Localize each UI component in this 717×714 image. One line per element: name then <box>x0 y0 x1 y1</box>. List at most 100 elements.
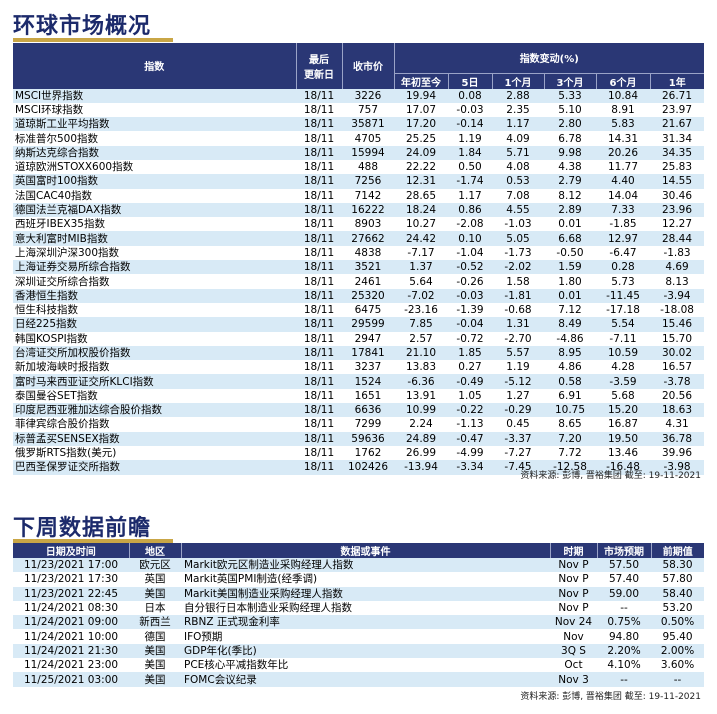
market-table-row: 英国富时100指数 18/11 7256 12.31 -1.74 0.53 2.79 4.40… <box>13 174 705 189</box>
value-cell: -0.03 <box>448 288 492 303</box>
value-cell: 18/11 <box>296 274 342 289</box>
value-cell: 7.08 <box>492 188 544 203</box>
forecast-cell: 2.20% <box>597 643 651 659</box>
value-cell: -11.45 <box>596 288 650 303</box>
previous-cell: 53.20 <box>651 600 704 616</box>
value-cell: 488 <box>342 159 394 175</box>
value-cell: 757 <box>342 102 394 118</box>
week-ahead-title: 下周数据前瞻 <box>13 516 152 541</box>
value-cell: 0.27 <box>448 360 492 375</box>
datetime-cell: 11/23/2021 22:45 <box>13 586 129 601</box>
value-cell: 18/11 <box>296 288 342 303</box>
value-cell: 1.05 <box>448 388 492 404</box>
value-cell: 5.68 <box>596 388 650 404</box>
value-cell: 7256 <box>342 174 394 189</box>
value-cell: 18/11 <box>296 159 342 175</box>
value-cell: 15.46 <box>650 317 705 332</box>
value-cell: 17841 <box>342 345 394 361</box>
market-table-row: 富时马来西亚证交所KLCI指数 18/11 1524 -6.36 -0.49 -5.12 0… <box>13 374 705 389</box>
index-name-cell: 标普孟买SENSEX指数 <box>13 431 296 446</box>
value-cell: 13.46 <box>596 445 650 461</box>
value-cell: 16.87 <box>596 417 650 432</box>
index-name-cell: 上海证券交易所综合指数 <box>13 260 296 275</box>
forecast-cell: -- <box>597 600 651 616</box>
value-cell: 2.89 <box>544 202 596 218</box>
header-6m: 6个月 <box>596 73 651 89</box>
value-cell: -23.16 <box>394 302 448 318</box>
index-name-cell: 道琼斯工业平均指数 <box>13 117 296 132</box>
market-table-row: 恒生科技指数 18/11 6475 -23.16 -1.39 -0.68 7.12 -17.1… <box>13 302 705 318</box>
datetime-cell: 11/24/2021 10:00 <box>13 629 129 644</box>
value-cell: 1.17 <box>492 117 544 132</box>
index-name-cell: 西班牙IBEX35指数 <box>13 217 296 232</box>
value-cell: -7.11 <box>596 331 650 346</box>
datetime-cell: 11/24/2021 21:30 <box>13 643 129 659</box>
forecast-cell: 0.75% <box>597 615 651 630</box>
value-cell: 7.33 <box>596 202 650 218</box>
value-cell: 0.08 <box>448 88 492 103</box>
value-cell: 0.50 <box>448 159 492 175</box>
value-cell: 18/11 <box>296 88 342 103</box>
forecast-cell: 4.10% <box>597 658 651 673</box>
value-cell: 4.38 <box>544 159 596 175</box>
index-name-cell: MSCI环球指数 <box>13 102 296 118</box>
value-cell: 1524 <box>342 374 394 389</box>
value-cell: 5.57 <box>492 345 544 361</box>
index-name-cell: 深圳证交所综合指数 <box>13 274 296 289</box>
value-cell: 0.01 <box>544 217 596 232</box>
value-cell: 18/11 <box>296 431 342 446</box>
value-cell: 12.31 <box>394 174 448 189</box>
index-name-cell: 恒生科技指数 <box>13 302 296 318</box>
market-table-row: 香港恒生指数 18/11 25320 -7.02 -0.03 -1.81 0.01 -11.4… <box>13 288 705 303</box>
value-cell: 18/11 <box>296 117 342 132</box>
header-1m: 1个月 <box>492 73 545 89</box>
value-cell: -4.99 <box>448 445 492 461</box>
period-cell: Nov P <box>550 572 597 587</box>
index-name-cell: 俄罗斯RTS指数(美元) <box>13 445 296 461</box>
market-overview-title: 环球市场概况 <box>13 14 152 39</box>
value-cell: 9.98 <box>544 145 596 160</box>
value-cell: 26.99 <box>394 445 448 461</box>
value-cell: 14.04 <box>596 188 650 203</box>
value-cell: 18/11 <box>296 102 342 118</box>
header-previous: 前期值 <box>651 543 704 558</box>
region-cell: 日本 <box>129 600 181 616</box>
event-cell: PCE核心平减指数年比 <box>181 658 550 673</box>
value-cell: -6.36 <box>394 374 448 389</box>
forecast-cell: 57.40 <box>597 572 651 587</box>
value-cell: 14.31 <box>596 131 650 146</box>
value-cell: 2461 <box>342 274 394 289</box>
value-cell: 1.85 <box>448 345 492 361</box>
value-cell: -1.03 <box>492 217 544 232</box>
forecast-cell: 59.00 <box>597 586 651 601</box>
value-cell: 21.67 <box>650 117 705 132</box>
market-table-row: 俄罗斯RTS指数(美元) 18/11 1762 26.99 -4.99 -7.27 7.72… <box>13 445 705 461</box>
value-cell: 1651 <box>342 388 394 404</box>
period-cell: Nov P <box>550 558 597 573</box>
value-cell: 7142 <box>342 188 394 203</box>
value-cell: -1.39 <box>448 302 492 318</box>
value-cell: 28.44 <box>650 231 705 246</box>
value-cell: -12.58 <box>544 460 596 475</box>
period-cell: Nov P <box>550 600 597 616</box>
value-cell: 0.53 <box>492 174 544 189</box>
market-table-row: 印度尼西亚雅加达综合股价指数 18/11 6636 10.99 -0.22 -0.29 10… <box>13 403 705 418</box>
value-cell: 0.10 <box>448 231 492 246</box>
value-cell: 18/11 <box>296 188 342 203</box>
previous-cell: 0.50% <box>651 615 704 630</box>
value-cell: 16222 <box>342 202 394 218</box>
value-cell: 6.68 <box>544 231 596 246</box>
region-cell: 美国 <box>129 672 181 687</box>
value-cell: 1.17 <box>448 188 492 203</box>
value-cell: 30.02 <box>650 345 705 361</box>
forecast-cell: -- <box>597 672 651 687</box>
value-cell: 4.31 <box>650 417 705 432</box>
value-cell: 18/11 <box>296 302 342 318</box>
value-cell: 19.50 <box>596 431 650 446</box>
value-cell: 18/11 <box>296 217 342 232</box>
market-table-row: 西班牙IBEX35指数 18/11 8903 10.27 -2.08 -1.03 0.01-… <box>13 217 705 232</box>
value-cell: -16.48 <box>596 460 650 475</box>
value-cell: 0.01 <box>544 288 596 303</box>
event-cell: RBNZ 正式现金利率 <box>181 615 550 630</box>
header-last-update: 最后 更新日 <box>296 43 343 89</box>
